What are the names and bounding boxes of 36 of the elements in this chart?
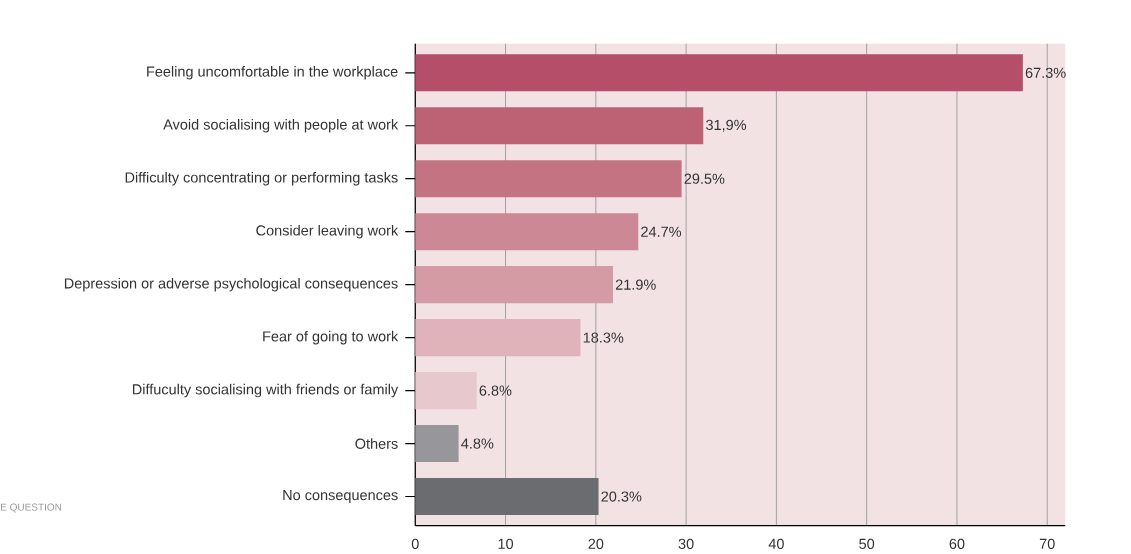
y-tick-label: Consider leaving work [256, 225, 399, 239]
x-tick-label: 0 [411, 538, 419, 550]
bar [415, 213, 639, 251]
y-tick-label: Feeling uncomfortable in the workplace [147, 66, 398, 80]
x-tick-label: 30 [678, 538, 694, 550]
x-tick-label: 60 [949, 538, 965, 550]
data-label: 21.9% [615, 279, 656, 290]
bar [415, 319, 581, 357]
x-tick-label: 10 [498, 538, 514, 550]
x-tick-label: 50 [859, 538, 875, 550]
data-label: 24.7% [641, 226, 682, 237]
bar [415, 54, 1023, 92]
bar [415, 266, 613, 304]
y-tick-label: Fear of going to work [263, 330, 399, 345]
data-label: 20.3% [601, 491, 642, 502]
bar [415, 107, 704, 145]
y-tick-label: Difficulty concentrating or performing tasks [125, 172, 398, 186]
y-tick-label: No consequences [283, 490, 398, 504]
x-tick-label: 70 [1039, 538, 1055, 550]
bar [415, 160, 682, 198]
data-label: 31,9% [706, 119, 747, 132]
y-tick-label: Avoid socialising with people at work [163, 119, 399, 133]
bar [415, 425, 459, 463]
bar [415, 372, 477, 410]
y-tick-label: Depression or adverse psychological consequences [64, 278, 398, 292]
x-tick-label: 40 [768, 538, 784, 550]
y-tick-label: Others [355, 438, 398, 449]
bar [415, 478, 599, 516]
data-label: 29.5% [684, 173, 725, 184]
data-label: 4.8% [461, 438, 494, 449]
data-label: 6.8% [479, 385, 512, 396]
x-tick-label: 20 [588, 538, 604, 550]
text: E QUESTION [1, 503, 62, 513]
data-label: 67.3% [1025, 67, 1066, 79]
y-tick-label: Diffuculty socialising with friends or family [132, 383, 399, 398]
data-label: 18.3% [583, 332, 624, 343]
